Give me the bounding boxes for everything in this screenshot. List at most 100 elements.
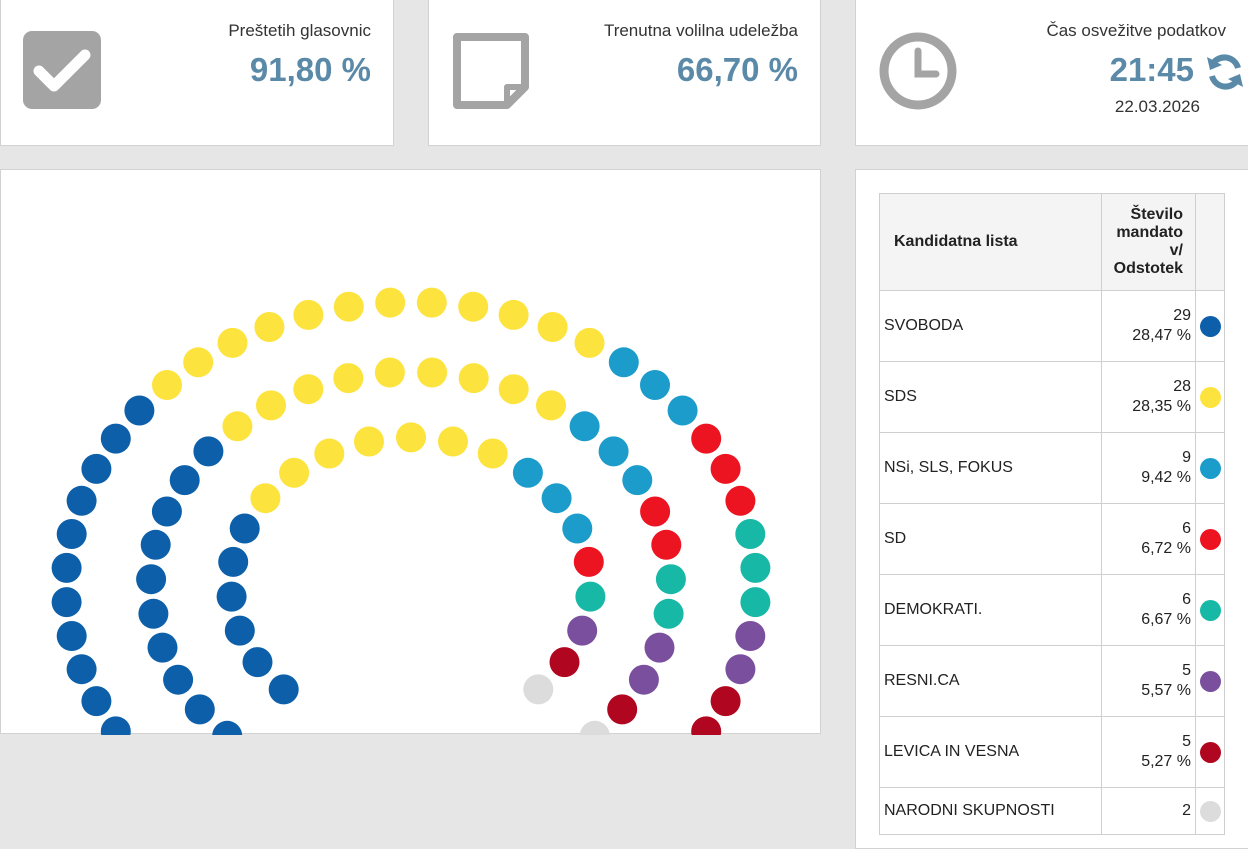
- party-color-dot: [1199, 670, 1221, 692]
- seat-dot: [574, 327, 605, 358]
- seat-dot: [218, 546, 249, 577]
- turnout-value: 66,70 %: [676, 51, 798, 88]
- seat-dot: [140, 529, 171, 560]
- seat-dot: [458, 291, 489, 322]
- seat-dot: [138, 598, 169, 629]
- seat-dot: [136, 564, 167, 595]
- seat-dot: [279, 457, 310, 488]
- seat-dot: [710, 453, 741, 484]
- seat-dot: [640, 496, 671, 527]
- party-name: SDS: [879, 361, 1102, 433]
- seat-dot: [212, 720, 243, 735]
- seat-dot: [169, 465, 200, 496]
- seat-dot: [81, 453, 112, 484]
- seat-dot: [256, 390, 286, 421]
- seat-dot: [333, 363, 364, 394]
- party-name: SVOBODA: [879, 290, 1102, 362]
- seat-dot: [735, 519, 766, 549]
- party-seats: 5 5,27 %: [1101, 716, 1196, 788]
- seat-dot: [147, 632, 178, 663]
- table-row: NSi, SLS, FOKUS 9 9,42 %: [879, 432, 1225, 504]
- party-color-dot: [1199, 528, 1221, 550]
- seat-dot: [417, 357, 448, 388]
- hemicycle-chart: [51, 287, 771, 735]
- table-row: RESNI.CA 5 5,57 %: [879, 645, 1225, 717]
- turnout-label: Trenutna volilna udeležba: [603, 21, 798, 40]
- party-seats: 28 28,35 %: [1101, 361, 1196, 433]
- party-color-dot: [1199, 457, 1221, 479]
- header-color: [1195, 193, 1225, 291]
- seat-dot: [314, 438, 345, 469]
- seat-dot: [222, 411, 253, 442]
- seat-dot: [579, 720, 610, 735]
- party-color-dot: [1199, 386, 1221, 408]
- seat-dot: [81, 686, 112, 717]
- party-name: NARODNI SKUPNOSTI: [879, 787, 1102, 835]
- table-row: DEMOKRATI. 6 6,67 %: [879, 574, 1225, 646]
- party-name: LEVICA IN VESNA: [879, 716, 1102, 788]
- header-party: Kandidatna lista: [879, 193, 1102, 291]
- refresh-time-value: 21:45: [1109, 51, 1194, 88]
- table-row: SVOBODA 29 28,47 %: [879, 290, 1225, 362]
- seat-dot: [268, 674, 299, 705]
- results-card: Kandidatna lista Število mandato v/ Odst…: [855, 169, 1248, 849]
- party-name: RESNI.CA: [879, 645, 1102, 717]
- party-seats: 2: [1101, 787, 1196, 835]
- seat-dot: [725, 654, 756, 685]
- seat-dot: [523, 674, 554, 705]
- party-name: NSi, SLS, FOKUS: [879, 432, 1102, 504]
- header-seats: Število mandato v/ Odstotek: [1101, 193, 1196, 291]
- seat-dot: [537, 312, 568, 342]
- refresh-date: 22.03.2026: [1114, 97, 1200, 116]
- seat-dot: [193, 436, 224, 467]
- check-icon: [23, 31, 101, 114]
- seat-dot: [293, 374, 324, 405]
- party-color-dot: [1199, 741, 1221, 763]
- seat-dot: [740, 587, 771, 618]
- clock-icon: [878, 31, 958, 116]
- seat-dot: [396, 422, 426, 453]
- seat-dot: [608, 347, 639, 378]
- seat-dot: [51, 587, 82, 618]
- refresh-icon[interactable]: [1204, 51, 1246, 98]
- seat-dot: [653, 598, 684, 629]
- seat-dot: [710, 686, 741, 717]
- seat-dot: [458, 363, 489, 394]
- table-row: SD 6 6,72 %: [879, 503, 1225, 575]
- seat-dot: [549, 647, 580, 678]
- seat-dot: [374, 357, 405, 388]
- seat-dot: [183, 347, 214, 378]
- counted-ballots-card: Preštetih glasovnic 91,80 %: [0, 0, 394, 146]
- seat-dot: [66, 485, 97, 516]
- seat-dot: [375, 287, 406, 318]
- refresh-time-card: Čas osvežitve podatkov 21:45 22.03.2026: [855, 0, 1248, 146]
- seat-dot: [333, 291, 364, 322]
- seat-dot: [569, 411, 600, 442]
- seat-dot: [562, 513, 593, 544]
- seat-dot: [512, 457, 543, 488]
- seat-dot: [242, 647, 273, 678]
- party-name: SD: [879, 503, 1102, 575]
- results-table: Kandidatna lista Število mandato v/ Odst…: [879, 193, 1225, 835]
- party-color-dot: [1199, 315, 1221, 337]
- seat-dot: [100, 423, 131, 454]
- seat-dot: [416, 287, 447, 318]
- seat-dot: [651, 529, 682, 560]
- seat-dot: [254, 312, 285, 342]
- seat-dot: [66, 654, 97, 685]
- table-row: NARODNI SKUPNOSTI 2: [879, 787, 1225, 835]
- seat-dot: [293, 299, 324, 330]
- party-seats: 9 9,42 %: [1101, 432, 1196, 504]
- seat-dot: [567, 615, 598, 646]
- seat-dot: [51, 552, 82, 583]
- seat-dot: [655, 564, 686, 595]
- counted-ballots-label: Preštetih glasovnic: [228, 21, 371, 40]
- seat-dot: [622, 465, 653, 496]
- seat-dot: [477, 438, 508, 469]
- seat-dot: [184, 694, 215, 725]
- seat-dot: [691, 716, 722, 735]
- seat-dot: [541, 483, 572, 514]
- seat-dot: [575, 581, 606, 612]
- seat-dot: [640, 370, 670, 400]
- seat-dot: [573, 546, 604, 577]
